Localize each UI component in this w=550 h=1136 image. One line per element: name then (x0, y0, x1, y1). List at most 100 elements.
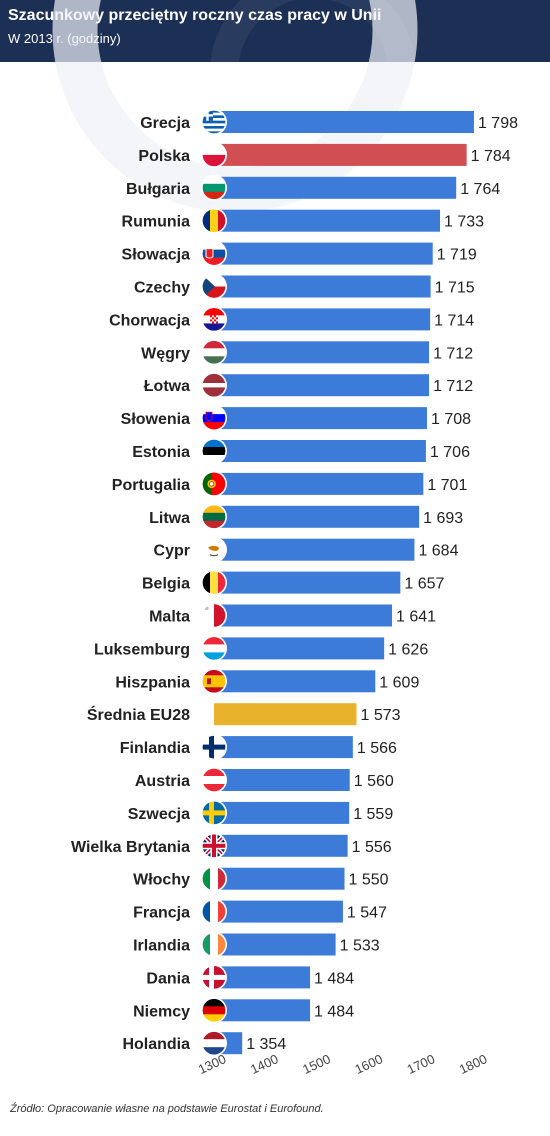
value-label: 1 354 (246, 1036, 286, 1053)
category-label: Bułgaria (126, 181, 190, 198)
flag-croatia-icon (201, 306, 227, 333)
flag-portugal-icon (201, 470, 227, 497)
value-label: 1 714 (434, 312, 474, 329)
category-label: Belgia (142, 576, 190, 593)
bar (214, 637, 385, 660)
category-label: Szwecja (128, 806, 190, 823)
flag-germany-icon (201, 997, 227, 1024)
flag-bulgaria-icon (201, 174, 227, 201)
category-label: Dania (146, 970, 190, 987)
flag-poland-icon (201, 141, 227, 168)
bar (214, 966, 311, 989)
x-tick-label: 1800 (457, 1051, 490, 1077)
bar (214, 571, 401, 594)
category-label: Francja (133, 905, 190, 922)
flag-sweden-icon (201, 799, 227, 826)
category-label: Estonia (132, 444, 190, 461)
flag-czechia-icon (201, 273, 227, 300)
bar (214, 111, 474, 133)
category-label: Czechy (134, 280, 190, 297)
value-label: 1 798 (478, 115, 518, 132)
category-label: Średnia EU28 (87, 705, 190, 724)
bar (214, 308, 431, 331)
category-label: Polska (138, 148, 190, 165)
flag-netherlands-icon (201, 1030, 227, 1057)
flag-luxembourg-icon (201, 635, 227, 662)
flag-malta-icon (201, 602, 227, 629)
value-label: 1 712 (433, 345, 473, 362)
value-label: 1 556 (352, 839, 392, 856)
value-label: 1 715 (435, 280, 475, 297)
value-label: 1 547 (347, 905, 387, 922)
flag-uk-icon (201, 832, 227, 859)
bar (214, 440, 426, 462)
value-label: 1 784 (471, 148, 511, 165)
category-label: Finlandia (120, 740, 190, 757)
bar (214, 999, 311, 1022)
bar (214, 703, 357, 726)
bar (214, 505, 420, 528)
category-label: Słowenia (121, 411, 190, 428)
x-tick-label: 1400 (248, 1051, 281, 1077)
bar (214, 275, 431, 298)
value-label: 1 550 (349, 872, 389, 889)
value-label: 1 701 (427, 477, 467, 494)
value-label: 1 719 (437, 247, 477, 264)
bar (214, 736, 353, 759)
category-label: Włochy (133, 872, 190, 889)
x-tick-label: 1700 (405, 1051, 438, 1077)
value-label: 1 533 (340, 938, 380, 955)
flag-slovenia-icon (201, 405, 227, 432)
value-label: 1 684 (418, 543, 458, 560)
flag-finland-icon (201, 734, 227, 761)
category-label: Rumunia (122, 214, 191, 231)
bar (214, 143, 467, 166)
x-tick-label: 1600 (352, 1051, 385, 1077)
bar (214, 604, 393, 627)
value-label: 1 708 (431, 411, 471, 428)
bar (214, 341, 430, 364)
bar (214, 900, 343, 923)
x-tick-label: 1500 (300, 1051, 333, 1077)
category-label: Litwa (149, 510, 190, 527)
category-label: Portugalia (112, 477, 190, 494)
bar (214, 670, 376, 693)
flag-belgium-icon (201, 569, 227, 596)
flag-austria-icon (201, 767, 227, 793)
value-label: 1 693 (423, 510, 463, 527)
value-label: 1 733 (444, 214, 484, 231)
flag-denmark-icon (201, 964, 227, 991)
value-label: 1 559 (353, 806, 393, 823)
category-label: Hiszpania (115, 674, 190, 691)
category-label: Chorwacja (109, 312, 190, 329)
category-label: Wielka Brytania (71, 839, 190, 856)
flag-france-icon (201, 898, 227, 925)
category-label: Irlandia (133, 938, 190, 955)
bar (214, 374, 430, 397)
bar (214, 472, 424, 495)
category-label: Cypr (154, 543, 190, 560)
category-label: Łotwa (144, 378, 190, 395)
bar (214, 176, 457, 199)
category-label: Grecja (140, 115, 190, 132)
flag-italy-icon (201, 865, 227, 892)
value-label: 1 626 (388, 641, 428, 658)
flag-latvia-icon (201, 372, 227, 399)
bar (214, 769, 350, 791)
flag-estonia-icon (201, 438, 227, 464)
value-label: 1 484 (314, 1003, 354, 1020)
flag-lithuania-icon (201, 503, 227, 530)
flag-romania-icon (201, 207, 227, 234)
category-label: Austria (135, 773, 190, 790)
category-label: Malta (149, 609, 190, 626)
bar (214, 242, 433, 265)
category-label: Węgry (141, 345, 190, 362)
bar-chart: Grecja 1 798 Polska 1 784 Bułgaria 1 764 Rumun… (71, 109, 518, 1077)
bar (214, 209, 441, 232)
bar (214, 867, 345, 890)
bar (214, 538, 415, 561)
flag-hungary-icon (201, 339, 227, 366)
flag-spain-icon (201, 668, 227, 695)
value-label: 1 484 (314, 970, 354, 987)
value-label: 1 706 (430, 444, 470, 461)
